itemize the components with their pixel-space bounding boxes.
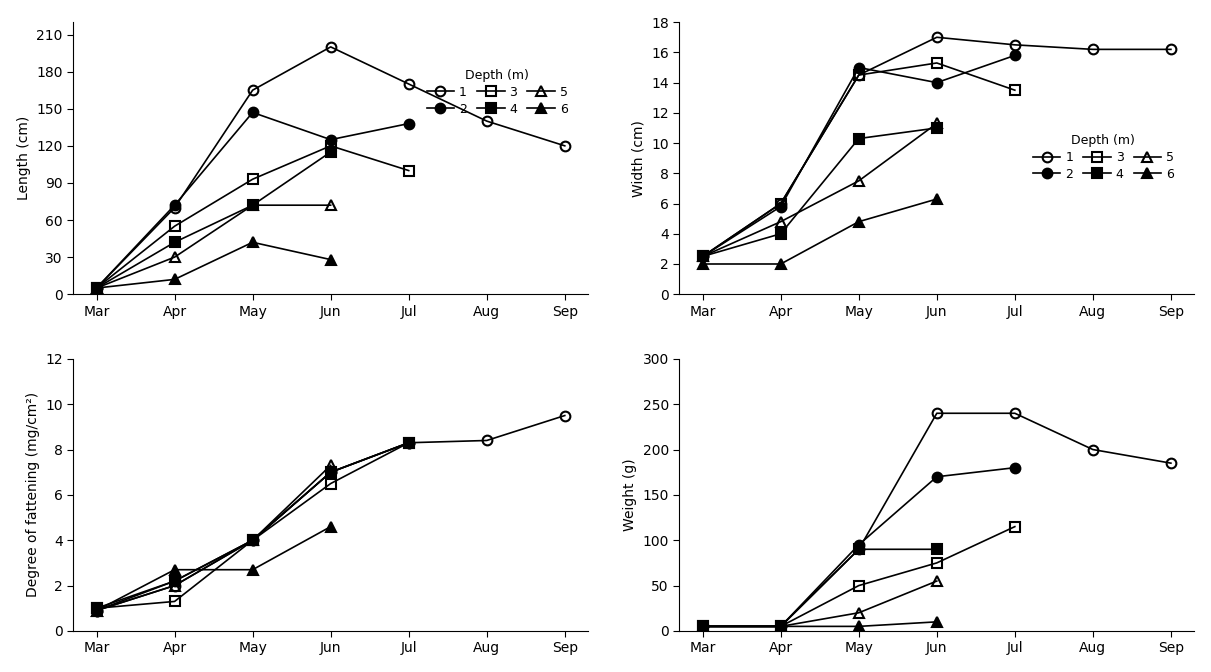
Y-axis label: Width (cm): Width (cm) [632,120,645,197]
Y-axis label: Weight (g): Weight (g) [622,458,637,531]
Legend: 1, 2, 3, 4, 5, 6: 1, 2, 3, 4, 5, 6 [1029,130,1178,185]
Y-axis label: Length (cm): Length (cm) [17,116,30,200]
Y-axis label: Degree of fattening (mg/cm²): Degree of fattening (mg/cm²) [25,392,40,597]
Legend: 1, 2, 3, 4, 5, 6: 1, 2, 3, 4, 5, 6 [423,65,572,120]
